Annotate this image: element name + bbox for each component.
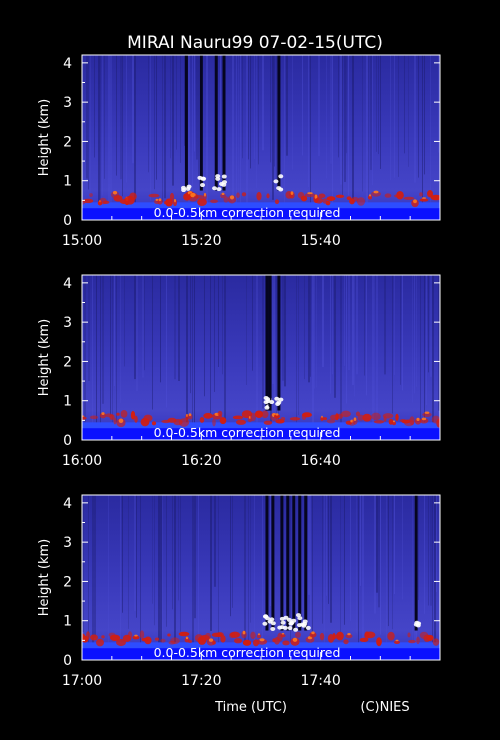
dark-columns: [263, 275, 284, 411]
dark-column: [277, 55, 281, 191]
y-tick-label: 3: [63, 535, 72, 551]
y-tick-label: 1: [63, 174, 72, 190]
y-tick-label: 3: [63, 315, 72, 331]
dark-column: [304, 495, 308, 631]
y-tick-label: 2: [63, 134, 72, 150]
cloud-base-layer: [82, 410, 440, 428]
panel-1500: 0 1 2 3 4 15:00 15:20 15:40 Height (km) 0.0-0.5km…: [37, 54, 441, 249]
plot-area: [82, 275, 440, 440]
dark-column: [199, 55, 203, 191]
y-tick-label: 0: [63, 433, 72, 449]
y-tick-label: 1: [63, 614, 72, 630]
dark-columns: [181, 55, 284, 193]
correction-annotation: 0.0-0.5km correction required: [154, 205, 341, 220]
dark-column: [265, 275, 269, 411]
backscatter-texture: [86, 55, 439, 220]
x-tick-label: 15:40: [300, 233, 340, 249]
dark-column: [214, 55, 218, 191]
y-tick-label: 4: [63, 56, 72, 72]
panel-1600: 0 1 2 3 4 16:00 16:20 16:40 Height (km) 0.0-0.5km…: [37, 274, 441, 469]
y-tick-label: 0: [63, 653, 72, 669]
backscatter-background: [82, 55, 440, 220]
y-tick-label: 4: [63, 496, 72, 512]
dark-column: [292, 495, 296, 631]
cloud-base-layer: [82, 630, 440, 647]
x-tick-label: 15:00: [62, 233, 102, 249]
x-tick-label: 17:00: [62, 673, 102, 689]
x-axis-label: Time (UTC): [214, 700, 287, 715]
dark-column: [298, 495, 302, 631]
correction-annotation: 0.0-0.5km correction required: [154, 645, 341, 660]
dark-column: [222, 55, 226, 191]
y-axis-label: Height (km): [37, 319, 52, 396]
dark-column: [414, 495, 418, 631]
y-tick-label: 2: [63, 354, 72, 370]
correction-annotation: 0.0-0.5km correction required: [154, 425, 341, 440]
y-tick-label: 2: [63, 574, 72, 590]
plot-area: [82, 495, 440, 660]
dark-column: [280, 495, 284, 631]
dark-columns: [262, 495, 422, 632]
dark-column: [184, 55, 188, 191]
dark-column: [268, 275, 272, 411]
surface-echo: [82, 208, 440, 220]
plot-area: [82, 55, 440, 220]
x-tick-label: 16:40: [300, 453, 340, 469]
dark-column: [277, 275, 281, 411]
y-tick-label: 1: [63, 394, 72, 410]
credit-label: (C)NIES: [360, 700, 409, 715]
x-tick-label: 16:00: [62, 453, 102, 469]
surface-echo: [82, 648, 440, 660]
cloud-base-layer: [82, 190, 440, 208]
dark-column: [265, 495, 269, 631]
surface-echo: [82, 428, 440, 440]
dark-column: [286, 495, 290, 631]
y-axis-label: Height (km): [37, 539, 52, 616]
panels: 0 1 2 3 4 15:00 15:20 15:40 Height (km) 0.0-0.5km…: [37, 54, 441, 689]
panel-1700: 0 1 2 3 4 17:00 17:20 17:40 Height (km) 0.0-0.5km…: [37, 494, 441, 689]
x-tick-label: 17:40: [300, 673, 340, 689]
y-tick-label: 4: [63, 276, 72, 292]
dark-column: [271, 495, 275, 631]
y-tick-label: 3: [63, 95, 72, 111]
backscatter-texture: [84, 275, 440, 440]
y-axis-label: Height (km): [37, 99, 52, 176]
x-tick-label: 15:20: [181, 233, 221, 249]
chart-title: MIRAI Nauru99 07-02-15(UTC): [127, 33, 383, 53]
y-tick-label: 0: [63, 213, 72, 229]
x-tick-label: 16:20: [181, 453, 221, 469]
x-tick-label: 17:20: [181, 673, 221, 689]
